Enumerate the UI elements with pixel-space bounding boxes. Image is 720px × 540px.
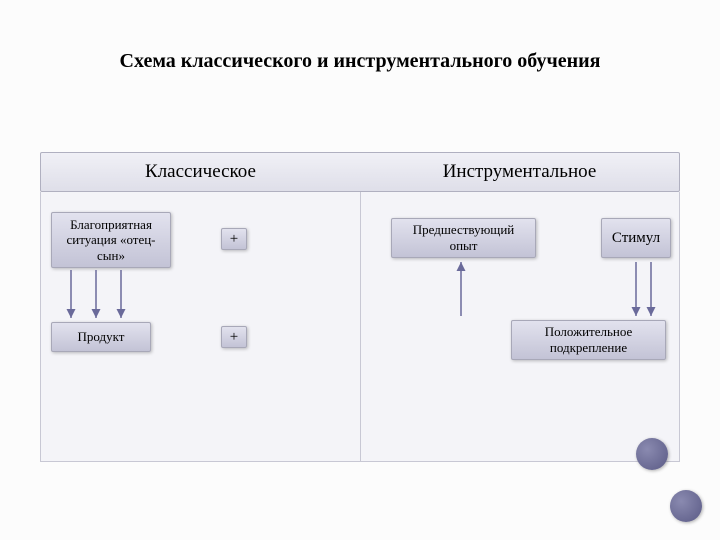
node-prior-experience: Предшествующий опыт [391, 218, 536, 258]
vertical-divider [360, 192, 361, 461]
decorative-circle [636, 438, 668, 470]
header-left: Классическое [41, 153, 360, 191]
node-plus-1: + [221, 228, 247, 250]
decorative-circle [670, 490, 702, 522]
diagram-panel: Благоприятная ситуация «отец-сын» + Прод… [40, 192, 680, 462]
node-favorable: Благоприятная ситуация «отец-сын» [51, 212, 171, 268]
node-plus-2: + [221, 326, 247, 348]
slide-title: Схема классического и инструментального … [0, 50, 720, 73]
node-stimulus: Стимул [601, 218, 671, 258]
node-reinforcement: Положительное подкрепление [511, 320, 666, 360]
header-band: Классическое Инструментальное [40, 152, 680, 192]
slide: Схема классического и инструментального … [0, 0, 720, 540]
node-product: Продукт [51, 322, 151, 352]
header-right: Инструментальное [360, 153, 679, 191]
